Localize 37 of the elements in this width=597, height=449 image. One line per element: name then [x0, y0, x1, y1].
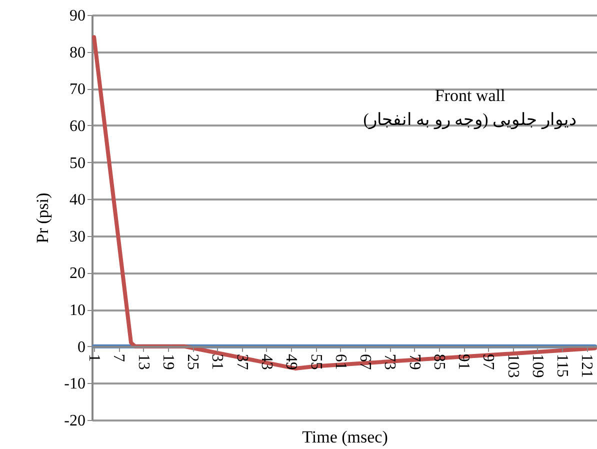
x-tick-label: 73	[381, 354, 398, 370]
y-tick-label: 60	[70, 118, 86, 135]
y-tick-label: 80	[70, 44, 86, 62]
x-tick-label: 37	[233, 354, 250, 370]
x-tick-label: 91	[455, 354, 472, 370]
x-tick-label: 25	[184, 354, 202, 370]
y-tick-label: 90	[70, 8, 86, 24]
x-tick-label: 121	[578, 354, 596, 378]
x-tick-label: 115	[554, 354, 571, 378]
annotation: Front wall	[434, 86, 506, 105]
x-tick-label: 49	[282, 354, 300, 370]
y-tick-label: 40	[70, 192, 86, 209]
y-tick-label: -10	[64, 376, 86, 393]
x-tick-label: 31	[208, 354, 226, 370]
y-tick-label: 30	[70, 228, 86, 246]
x-tick-label: 43	[258, 354, 275, 370]
x-tick-label: 79	[406, 354, 423, 370]
x-tick-label: 1	[86, 354, 103, 362]
y-tick-label: 10	[70, 302, 86, 320]
x-tick-label: 85	[430, 354, 448, 370]
x-tick-label: 7	[110, 354, 128, 362]
x-tick-label: 67	[356, 354, 374, 370]
x-tick-label: 109	[528, 354, 546, 378]
x-tick-label: 103	[504, 354, 522, 378]
x-tick-label: 61	[332, 354, 349, 370]
y-tick-label: -20	[64, 412, 86, 430]
y-tick-label: 70	[70, 81, 86, 98]
x-axis-title: Time (msec)	[302, 428, 388, 446]
annotation: دیوار جلویی (وجه رو به انفجار)	[363, 110, 577, 130]
y-tick-label: 50	[70, 154, 86, 172]
x-tick-label: 97	[480, 354, 497, 370]
y-axis-title: Pr (psi)	[33, 192, 52, 244]
x-tick-label: 19	[159, 354, 176, 370]
x-tick-label: 55	[307, 354, 324, 370]
x-tick-label: 13	[134, 354, 152, 370]
y-tick-label: 0	[78, 338, 86, 356]
y-tick-label: 20	[70, 265, 86, 282]
